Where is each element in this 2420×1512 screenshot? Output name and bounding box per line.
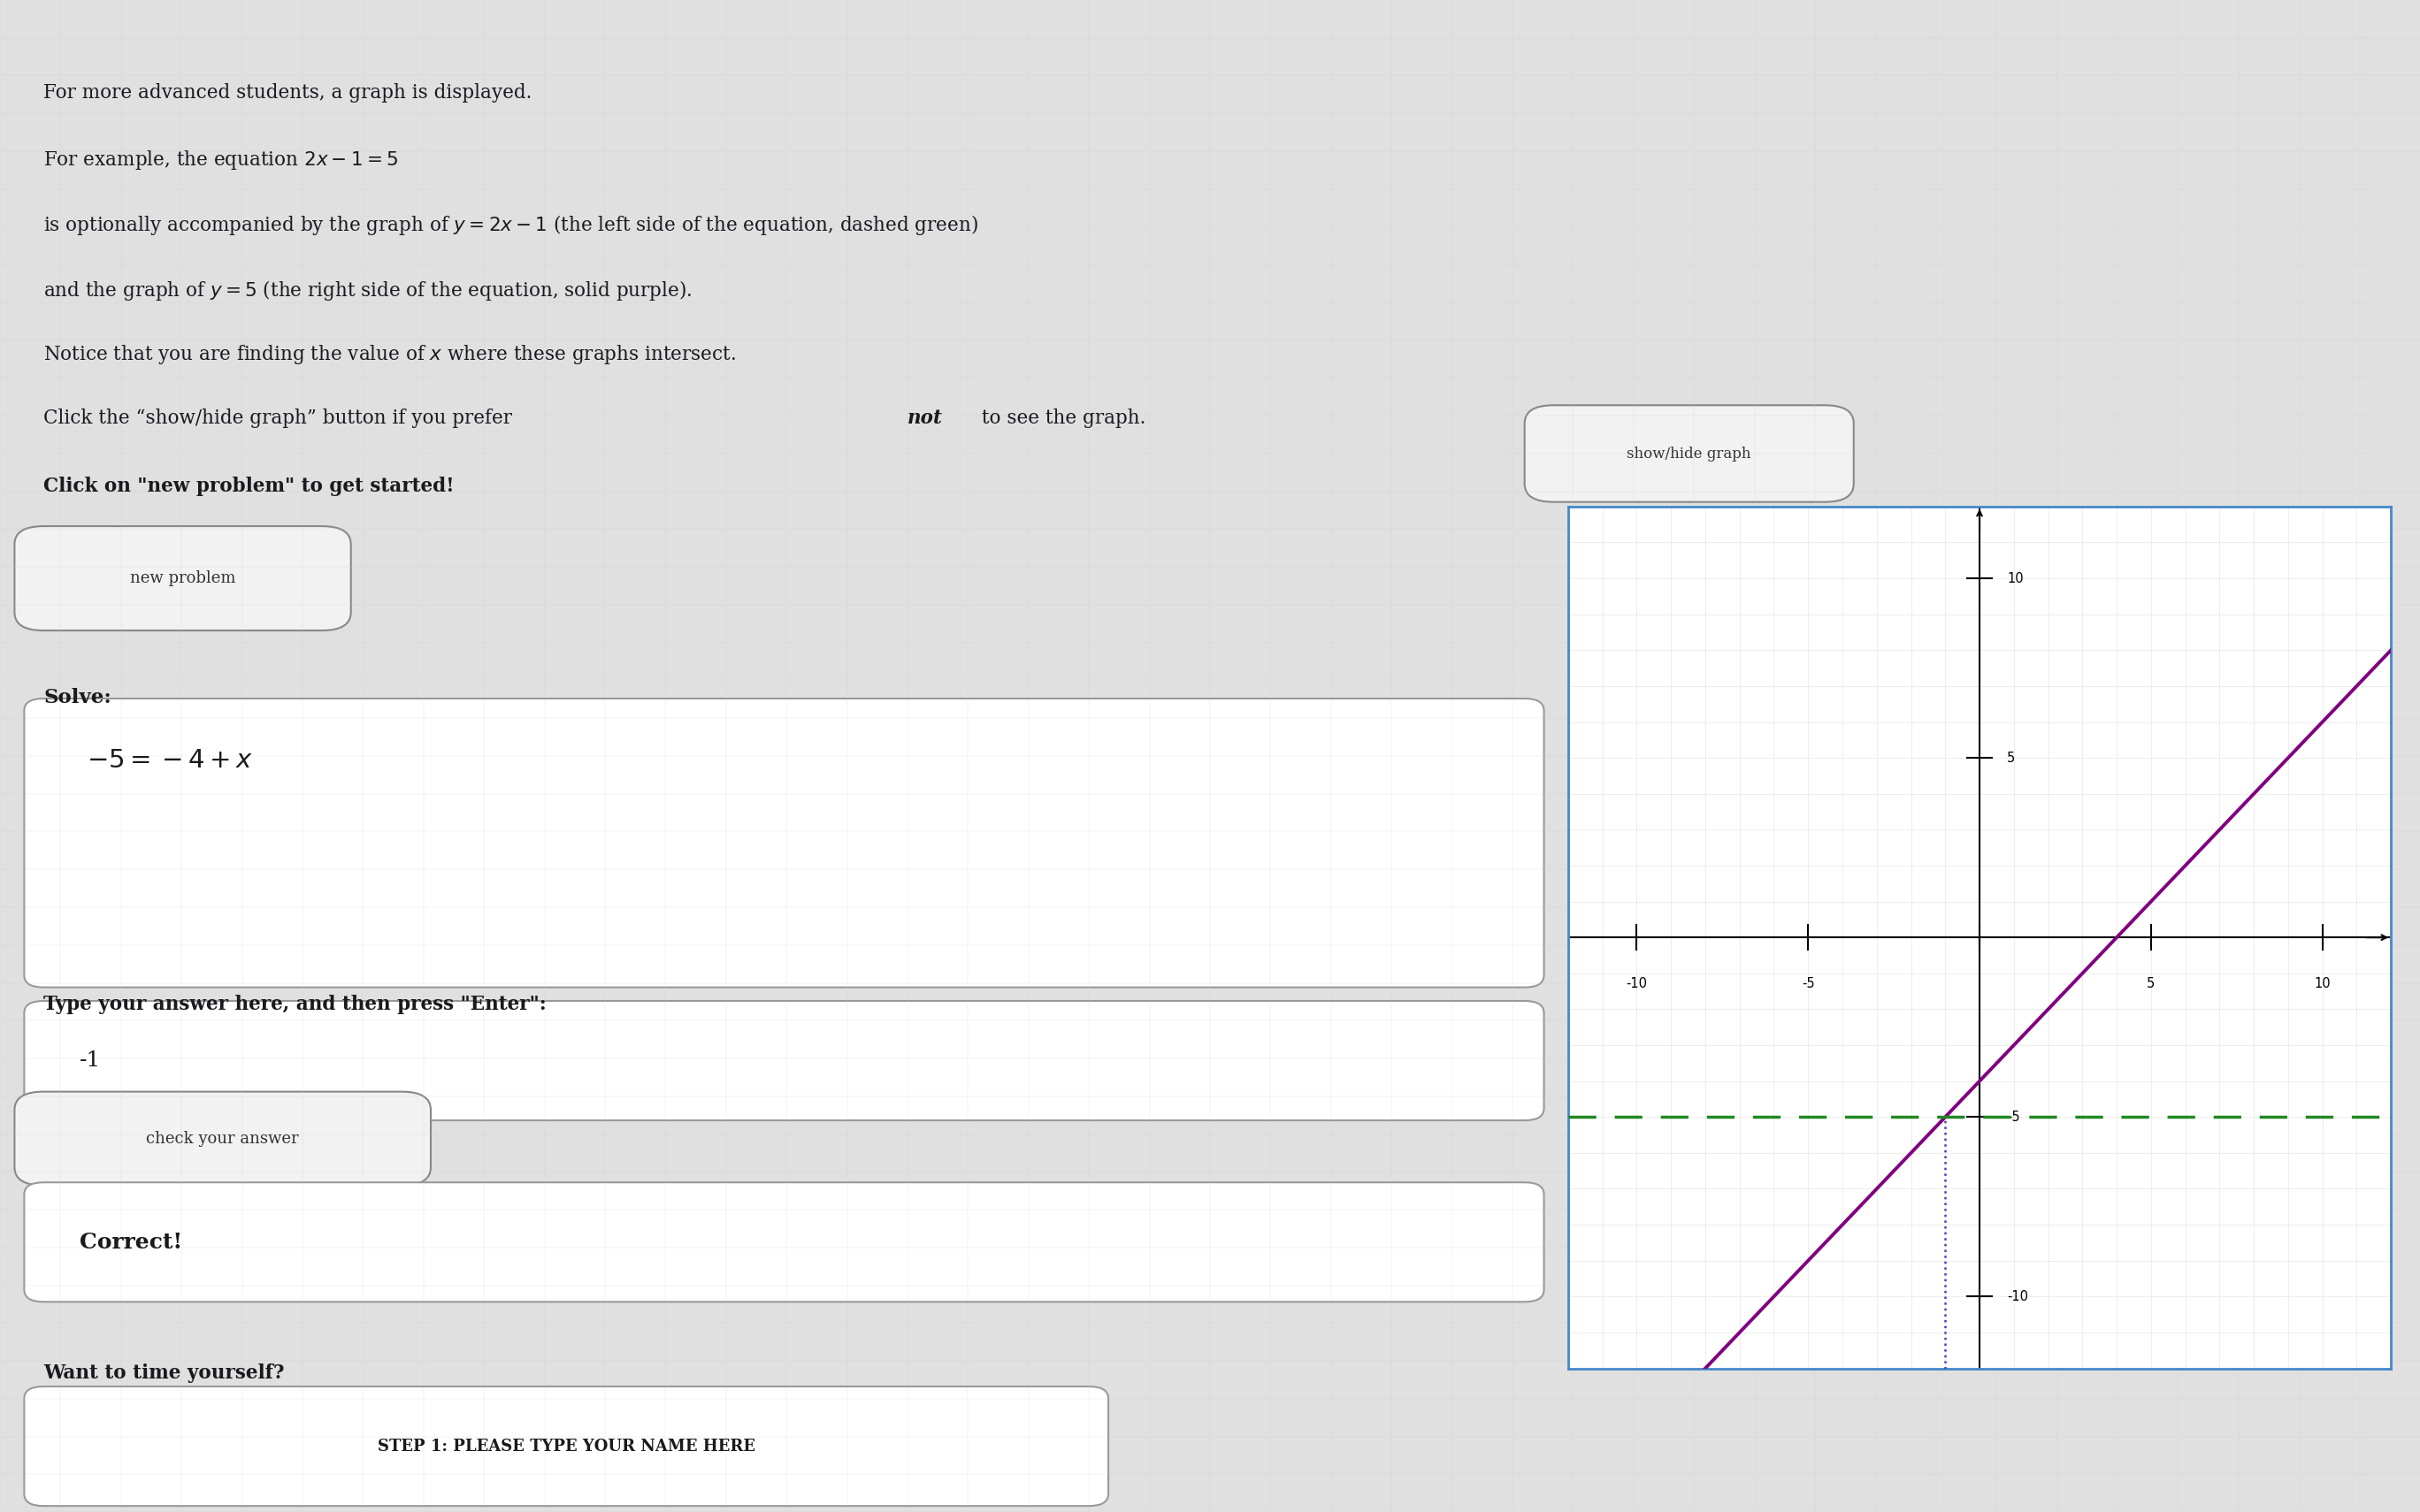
FancyBboxPatch shape xyxy=(24,1387,1108,1506)
Text: show/hide graph: show/hide graph xyxy=(1626,446,1752,461)
Text: Solve:: Solve: xyxy=(44,688,111,708)
Text: to see the graph.: to see the graph. xyxy=(975,408,1145,428)
Text: Notice that you are finding the value of $x$ where these graphs intersect.: Notice that you are finding the value of… xyxy=(44,343,736,366)
FancyBboxPatch shape xyxy=(24,699,1544,987)
Text: 5: 5 xyxy=(2006,751,2016,765)
Text: new problem: new problem xyxy=(131,570,235,587)
Text: Want to time yourself?: Want to time yourself? xyxy=(44,1364,286,1383)
Text: is optionally accompanied by the graph of $y = 2x - 1$ (the left side of the equ: is optionally accompanied by the graph o… xyxy=(44,213,978,237)
FancyBboxPatch shape xyxy=(24,1001,1544,1120)
Text: STEP 1: PLEASE TYPE YOUR NAME HERE: STEP 1: PLEASE TYPE YOUR NAME HERE xyxy=(378,1438,755,1455)
Text: 5: 5 xyxy=(2147,977,2156,990)
FancyBboxPatch shape xyxy=(15,526,351,631)
Text: and the graph of $y = 5$ (the right side of the equation, solid purple).: and the graph of $y = 5$ (the right side… xyxy=(44,278,692,302)
Text: 10: 10 xyxy=(2314,977,2330,990)
Text: 10: 10 xyxy=(2006,572,2023,585)
Text: Type your answer here, and then press "Enter":: Type your answer here, and then press "E… xyxy=(44,995,547,1015)
Text: -10: -10 xyxy=(1626,977,1648,990)
FancyBboxPatch shape xyxy=(15,1092,431,1185)
Text: Click the “show/hide graph” button if you prefer: Click the “show/hide graph” button if yo… xyxy=(44,408,518,428)
FancyBboxPatch shape xyxy=(24,1182,1544,1302)
Text: -5: -5 xyxy=(1800,977,1815,990)
Text: Correct!: Correct! xyxy=(80,1231,182,1253)
Text: For more advanced students, a graph is displayed.: For more advanced students, a graph is d… xyxy=(44,83,532,103)
Text: -1: -1 xyxy=(80,1051,102,1070)
Text: $-5 = -4 + x$: $-5 = -4 + x$ xyxy=(87,748,254,773)
Text: Click on "new problem" to get started!: Click on "new problem" to get started! xyxy=(44,476,455,496)
Text: For example, the equation $2x - 1 = 5$: For example, the equation $2x - 1 = 5$ xyxy=(44,148,399,171)
Text: not: not xyxy=(908,408,944,428)
Text: check your answer: check your answer xyxy=(145,1131,300,1146)
FancyBboxPatch shape xyxy=(1525,405,1854,502)
Text: -5: -5 xyxy=(2006,1110,2021,1123)
Text: -10: -10 xyxy=(2006,1290,2028,1303)
